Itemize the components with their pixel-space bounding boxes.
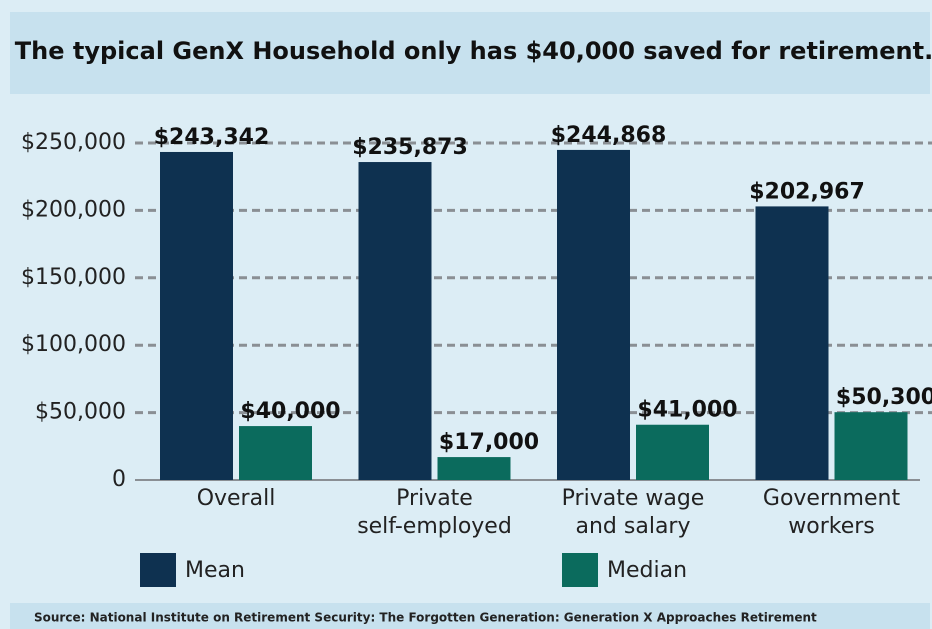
bar — [160, 151, 233, 481]
bar — [239, 426, 312, 480]
x-tick-label: Government — [763, 486, 901, 511]
legend-swatch — [562, 553, 598, 587]
y-tick-label: 0 — [112, 467, 126, 492]
bar — [557, 149, 630, 480]
y-tick-label: $100,000 — [21, 332, 126, 357]
value-label: $244,868 — [551, 123, 667, 148]
chart-title: The typical GenX Household only has $40,… — [15, 37, 932, 65]
bar — [755, 206, 829, 480]
bar — [834, 412, 908, 480]
value-label: $235,873 — [352, 135, 468, 160]
y-tick-label: $50,000 — [35, 400, 126, 425]
x-tick-label: Overall — [197, 486, 276, 511]
y-tick-label: $250,000 — [21, 130, 126, 155]
legend-label: Median — [607, 558, 687, 583]
x-tick-label: workers — [788, 514, 875, 539]
value-label: $243,342 — [154, 125, 270, 150]
source: Source: National Institute on Retirement… — [34, 611, 817, 625]
y-tick-label: $200,000 — [21, 197, 126, 222]
y-tick-label: $150,000 — [21, 265, 126, 290]
legend-swatch — [140, 553, 176, 587]
bar — [636, 424, 709, 480]
x-tick-label: Private — [396, 486, 473, 511]
value-label: $41,000 — [637, 398, 737, 423]
bar — [358, 162, 432, 480]
x-tick-label: self-employed — [357, 514, 512, 539]
value-label: $50,300 — [836, 385, 932, 410]
x-tick-label: and salary — [576, 514, 691, 539]
value-label: $17,000 — [439, 430, 539, 455]
source-band — [10, 603, 930, 629]
title-band — [10, 12, 930, 94]
x-tick-label: Private wage — [562, 486, 705, 511]
value-label: $202,967 — [749, 179, 865, 204]
value-label: $40,000 — [240, 399, 340, 424]
bar — [437, 457, 511, 480]
legend-label: Mean — [185, 558, 245, 583]
